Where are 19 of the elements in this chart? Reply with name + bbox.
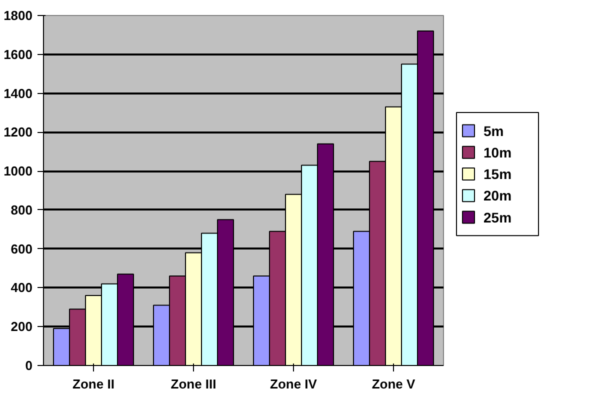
y-tick-label: 1600 [4,46,32,62]
legend-label: 20m [484,188,512,204]
legend-label: 25m [484,209,512,226]
y-tick-label: 400 [10,280,33,296]
y-tick-label: 1400 [4,86,32,101]
x-tick-label: Zone III [170,376,216,392]
y-tick-label: 1800 [4,8,32,23]
x-tick-label: Zone IV [270,376,318,392]
y-tick-label: 1200 [4,124,32,140]
y-tick-label: 1000 [4,164,32,179]
legend-label: 5m [484,122,504,139]
x-tick-label: Zone V [372,376,416,392]
legend-label: 10m [484,144,512,160]
y-tick-label: 800 [10,202,33,218]
x-tick-label: Zone II [72,376,114,392]
y-tick-label: 600 [10,241,33,256]
y-tick-label: 200 [10,319,33,334]
y-tick-label: 0 [25,358,33,373]
legend-label: 15m [484,166,512,182]
